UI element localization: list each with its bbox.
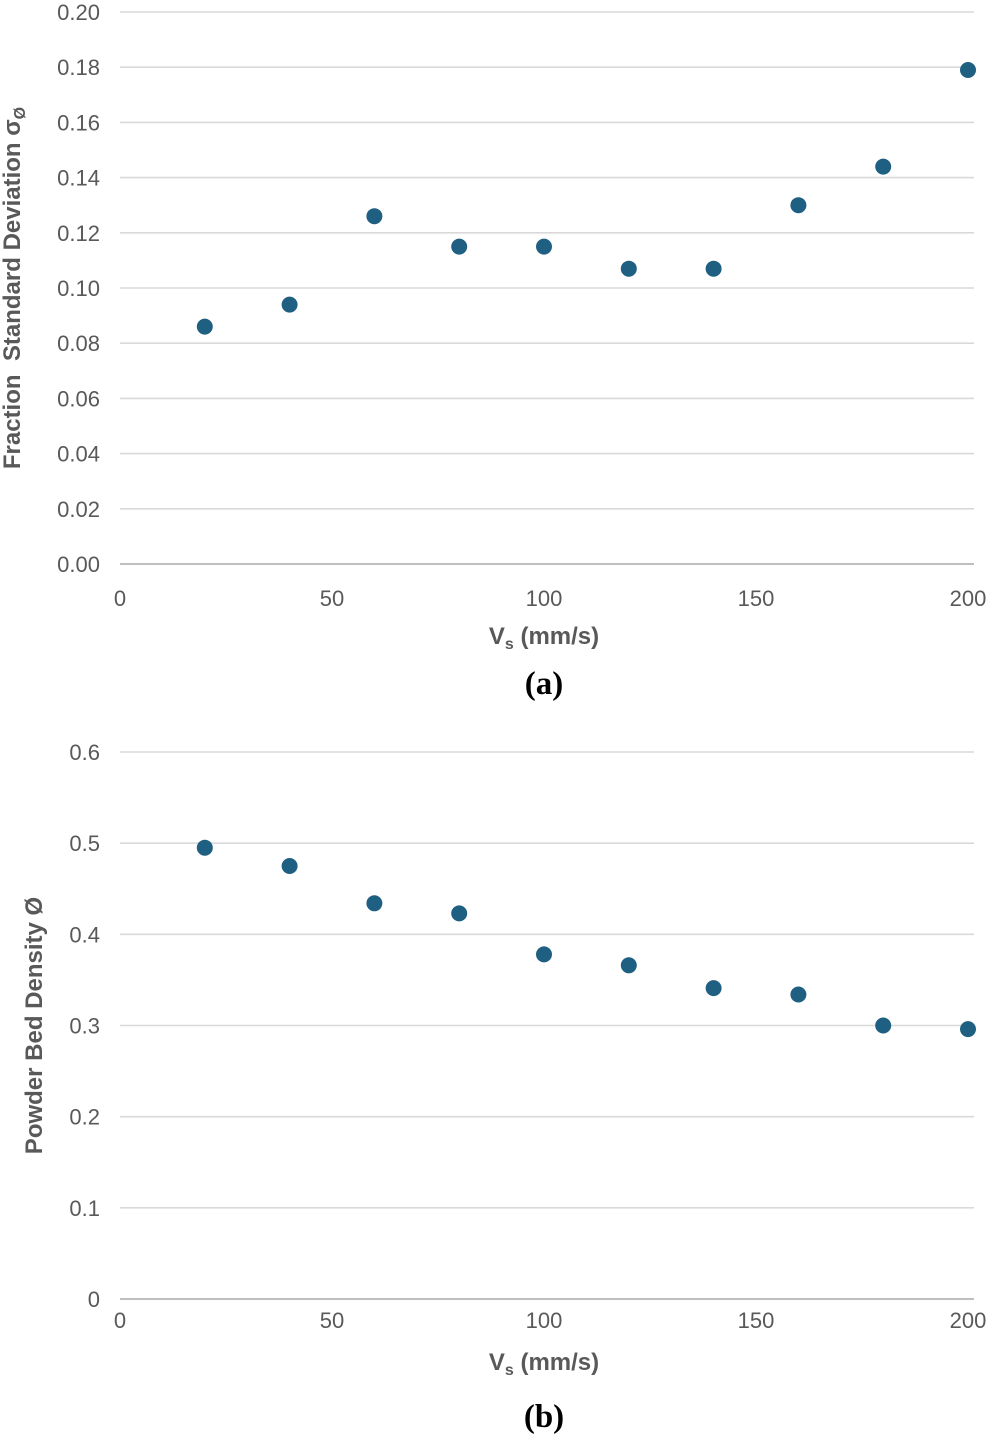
data-point [790, 986, 807, 1003]
y-tick-label: 0.06 [57, 386, 100, 411]
data-point [536, 946, 552, 963]
data-point [536, 238, 552, 255]
y-tick-label: 0.14 [57, 166, 100, 191]
data-point [705, 260, 722, 277]
x-tick-label: 100 [526, 586, 563, 611]
x-tick-label: 200 [950, 586, 987, 611]
y-tick-label: 0.10 [57, 276, 100, 301]
y-tick-label: 0.2 [69, 1105, 100, 1130]
data-point [960, 1021, 976, 1038]
data-point [620, 957, 637, 974]
y-tick-label: 0.02 [57, 497, 100, 522]
y-tick-label: 0.4 [69, 922, 100, 947]
data-point [451, 238, 468, 255]
y-tick-label: 0.20 [57, 0, 100, 25]
y-tick-label: 0.18 [57, 55, 100, 80]
data-point [790, 197, 807, 214]
y-tick-label: 0.16 [57, 110, 100, 135]
caption-b: (b) [523, 1399, 565, 1435]
y-tick-label: 0.5 [69, 831, 100, 856]
x-tick-label: 100 [526, 1308, 563, 1333]
y-tick-label: 0.12 [57, 221, 100, 246]
y-tick-label: 0.08 [57, 331, 100, 356]
data-point [620, 260, 637, 277]
x-tick-label: 0 [114, 1308, 126, 1333]
chart-panel-b: 0 0.1 0.2 0.3 0.4 0.5 0.6 0 50 100 150 200 Vs (mm/s)… [0, 720, 992, 1442]
x-tick-label: 0 [114, 586, 126, 611]
y-tick-label: 0.04 [57, 442, 100, 467]
x-axis-title: Vs (mm/s) [489, 1349, 599, 1379]
x-tick-label: 200 [950, 1308, 987, 1333]
x-tick-label: 50 [320, 1308, 344, 1333]
x-tick-label: 50 [320, 586, 344, 611]
data-point [875, 158, 892, 175]
caption-a: (a) [524, 666, 564, 702]
data-point [705, 980, 722, 997]
x-tick-label: 150 [738, 586, 775, 611]
data-point [366, 895, 383, 912]
data-point [281, 858, 298, 874]
scatter-chart-a: 0.00 0.02 0.04 0.06 0.08 0.10 0.12 0.14 0.16 0.18… [0, 0, 987, 653]
chart-panel-a: 0.00 0.02 0.04 0.06 0.08 0.10 0.12 0.14 0.16 0.18… [0, 0, 992, 708]
data-point [196, 839, 213, 856]
scatter-chart-b: 0 0.1 0.2 0.3 0.4 0.5 0.6 0 50 100 150 200 Vs (mm/s)… [21, 740, 987, 1379]
y-tick-label: 0.6 [69, 740, 100, 765]
data-point [366, 208, 383, 225]
y-tick-label: 0.00 [57, 552, 100, 577]
data-point [960, 62, 976, 78]
y-axis-title: Fraction Standard Deviation σØ [0, 107, 29, 469]
data-point [196, 318, 213, 335]
data-point [451, 905, 468, 922]
y-tick-label: 0.1 [69, 1196, 100, 1221]
data-point [281, 296, 298, 313]
y-tick-label: 0 [88, 1287, 100, 1312]
x-tick-label: 150 [738, 1308, 775, 1333]
y-axis-title: Powder Bed Density Ø [21, 897, 48, 1154]
data-point [875, 1017, 892, 1034]
y-tick-label: 0.3 [69, 1014, 100, 1039]
x-axis-title: Vs (mm/s) [489, 623, 599, 653]
